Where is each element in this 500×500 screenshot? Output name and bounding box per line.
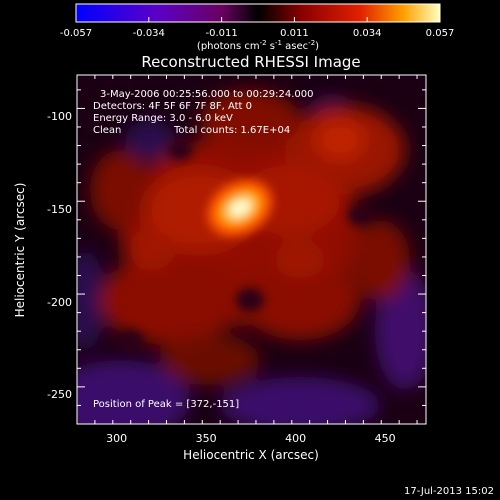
annotation-method: Clean — [93, 125, 121, 136]
axis-ticks — [76, 75, 426, 425]
plot-frame — [76, 74, 427, 425]
colorbar-unit: (photons cm-2 s-1 asec-2) — [197, 39, 319, 52]
colorbar-tick-label: -0.011 — [205, 28, 237, 39]
colorbar-tick-label: -0.034 — [133, 28, 165, 39]
heatmap-image — [77, 75, 426, 424]
colorbar-ticks — [75, 17, 441, 22]
x-tick-label: 450 — [375, 432, 396, 445]
colorbar-tick-label: 0.057 — [426, 28, 455, 39]
x-tick-label: 300 — [106, 432, 127, 445]
annotation-counts: Total counts: 1.67E+04 — [173, 125, 290, 136]
y-tick-label: -200 — [47, 296, 72, 309]
x-tick-label: 400 — [285, 432, 306, 445]
y-tick-label: -150 — [47, 203, 72, 216]
annotation-time: 3-May-2006 00:25:56.000 to 00:29:24.000 — [100, 89, 313, 100]
x-axis-label: Heliocentric X (arcsec) — [183, 448, 319, 462]
x-tick-label: 350 — [196, 432, 217, 445]
colorbar-tick-label: -0.057 — [60, 28, 92, 39]
y-tick-label: -100 — [47, 110, 72, 123]
annotation-detectors: Detectors: 4F 5F 6F 7F 8F, Att 0 — [93, 101, 252, 112]
annotation-energy: Energy Range: 3.0 - 6.0 keV — [93, 113, 233, 124]
chart-title: Reconstructed RHESSI Image — [141, 53, 360, 71]
colorbar-tick-label: 0.011 — [280, 28, 309, 39]
y-tick-label: -250 — [47, 388, 72, 401]
colorbar — [75, 3, 441, 23]
y-axis-label: Heliocentric Y (arcsec) — [13, 183, 27, 318]
colorbar-tick-label: 0.034 — [353, 28, 382, 39]
footer-date: 17-Jul-2013 15:02 — [404, 486, 494, 497]
annotation-peak: Position of Peak = [372,-151] — [93, 399, 239, 410]
